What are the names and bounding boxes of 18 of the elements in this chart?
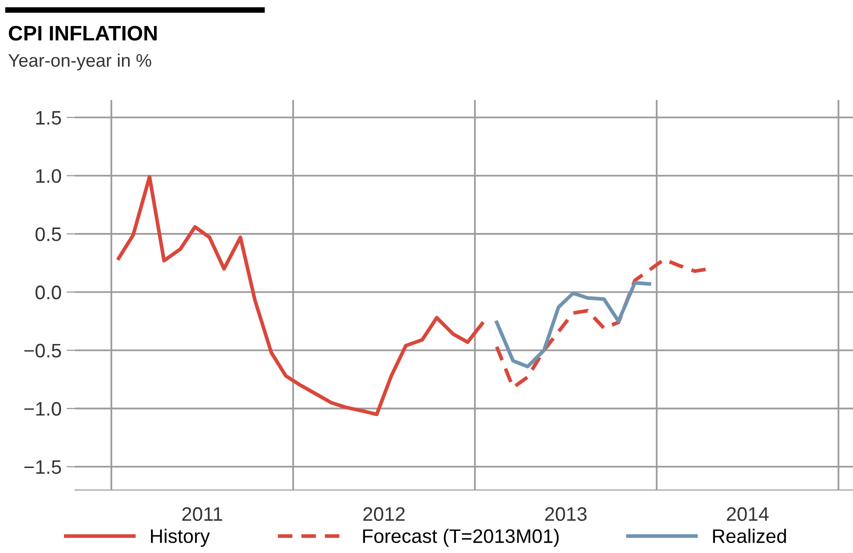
- x-tick-label: 2014: [726, 507, 769, 521]
- y-tick-label: −1.0: [24, 402, 62, 416]
- legend-label: History: [151, 528, 210, 547]
- line-series: [116, 175, 484, 416]
- y-tick-label: −1.5: [24, 460, 61, 474]
- legend-label: Realized: [713, 528, 786, 544]
- y-tick-label: 0.0: [36, 286, 62, 300]
- x-tick-label: 2011: [182, 507, 222, 521]
- y-tick-label: 1.0: [36, 169, 62, 183]
- y-tick-label: 0.5: [36, 227, 61, 242]
- x-tick-label: 2012: [363, 507, 405, 521]
- chart-subtitle: Year-on-year in %: [8, 54, 152, 70]
- y-tick-label: 1.5: [36, 111, 61, 125]
- x-tick-label: 2013: [545, 507, 587, 521]
- line-series: [494, 280, 652, 368]
- legend-label: Forecast (T=2013M01): [363, 528, 559, 547]
- chart-title: CPI INFLATION: [8, 26, 157, 41]
- y-tick-label: −0.5: [24, 344, 61, 358]
